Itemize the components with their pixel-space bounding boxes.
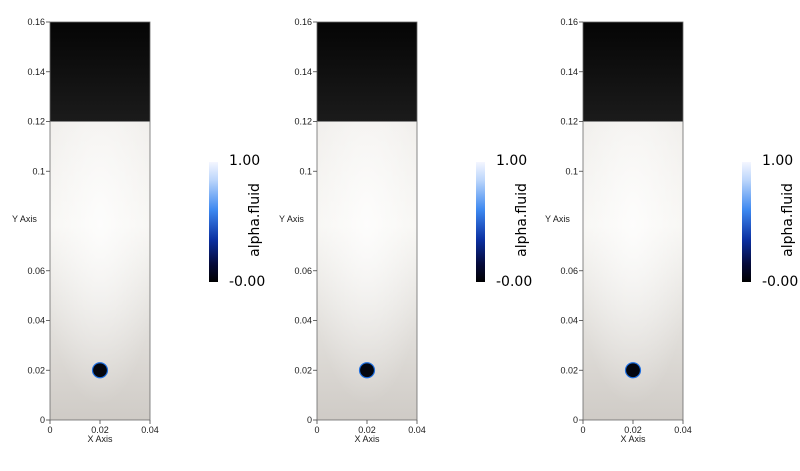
x-tick-label: 0 [47, 425, 52, 435]
y-tick-label: 0.12 [294, 117, 312, 127]
bubble [358, 362, 376, 379]
gas-region [317, 22, 417, 122]
panel-1: 0 0.02 0.04 0.06 0.1 0.12 0.14 0.16 0 0.02 0.04 X A… [12, 17, 265, 444]
colorbar-title: alpha.fluid [780, 183, 796, 257]
gas-region [50, 22, 150, 122]
y-tick-label: 0 [40, 415, 45, 425]
x-tick-label: 0 [314, 425, 319, 435]
y-tick-label: 0 [573, 415, 578, 425]
colorbar [476, 162, 485, 282]
y-axis-title: Y Axis [279, 214, 304, 224]
y-tick-label: 0.14 [294, 67, 312, 77]
y-axis-title: Y Axis [12, 214, 37, 224]
y-tick-label: 0.06 [294, 266, 312, 276]
panel-2: 0 0.02 0.04 0.06 0.1 0.12 0.14 0.16 0 0.02 0.04 X A… [279, 17, 532, 444]
y-tick-label: 0 [307, 415, 312, 425]
bubble [91, 362, 109, 379]
y-tick-label: 0.14 [27, 67, 45, 77]
y-tick-label: 0.04 [560, 316, 578, 326]
x-axis-title: X Axis [87, 434, 113, 444]
gas-region [583, 22, 683, 122]
x-tick-label: 0.04 [408, 425, 426, 435]
colorbar-min-label: -0.00 [229, 274, 265, 290]
x-tick-label: 0.02 [91, 425, 109, 435]
colorbar-max-label: 1.00 [762, 153, 793, 169]
y-tick-label: 0.12 [560, 117, 578, 127]
x-tick-label: 0.04 [674, 425, 692, 435]
colorbar-title: alpha.fluid [514, 183, 530, 257]
colorbar-min-label: -0.00 [762, 274, 798, 290]
x-axis-title: X Axis [354, 434, 380, 444]
colorbar-title: alpha.fluid [247, 183, 263, 257]
y-tick-label: 0.04 [27, 316, 45, 326]
y-tick-label: 0.02 [27, 365, 45, 375]
y-tick-label: 0.14 [560, 67, 578, 77]
y-tick-label: 0.16 [294, 17, 312, 27]
panel-3: 0 0.02 0.04 0.06 0.1 0.12 0.14 0.16 0 0.02 0.04 X A… [545, 17, 798, 444]
x-axis-title: X Axis [620, 434, 646, 444]
y-tick-label: 0.1 [32, 166, 45, 176]
x-tick-label: 0.04 [141, 425, 159, 435]
y-tick-label: 0.12 [27, 117, 45, 127]
x-tick-label: 0.02 [358, 425, 376, 435]
y-tick-label: 0.02 [294, 365, 312, 375]
y-tick-label: 0.02 [560, 365, 578, 375]
colorbar [742, 162, 751, 282]
y-tick-label: 0.06 [560, 266, 578, 276]
y-tick-label: 0.1 [565, 166, 578, 176]
x-tick-label: 0.02 [624, 425, 642, 435]
x-tick-label: 0 [580, 425, 585, 435]
colorbar-min-label: -0.00 [496, 274, 532, 290]
colorbar-max-label: 1.00 [496, 153, 527, 169]
y-tick-label: 0.16 [560, 17, 578, 27]
colorbar-max-label: 1.00 [229, 153, 260, 169]
y-tick-label: 0.16 [27, 17, 45, 27]
colorbar [209, 162, 218, 282]
y-tick-label: 0.06 [27, 266, 45, 276]
y-tick-label: 0.04 [294, 316, 312, 326]
bubble [624, 362, 642, 379]
y-axis-title: Y Axis [545, 214, 570, 224]
y-tick-label: 0.1 [299, 166, 312, 176]
